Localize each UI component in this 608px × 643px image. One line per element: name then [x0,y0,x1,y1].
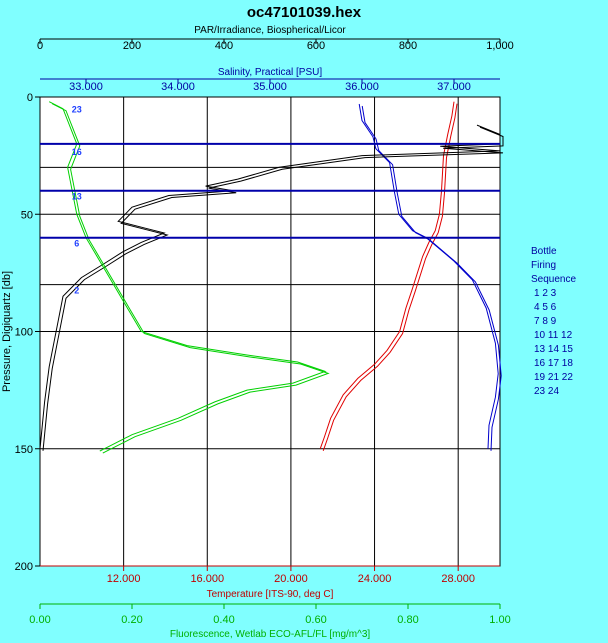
legend-row: 13 14 15 [534,344,573,355]
temperature-tick-label: 16.000 [190,573,224,585]
chart-title: oc47101039.hex [247,4,362,21]
legend-row: 23 24 [534,386,559,397]
temperature-tick-label: 28.000 [441,573,475,585]
legend-row: 10 11 12 [534,330,573,341]
bottle-mark: 13 [72,191,82,201]
par-tick-label: 400 [215,40,233,52]
legend-title-line: Bottle [531,246,557,257]
fluorescence-axis-label: Fluorescence, Wetlab ECO-AFL/FL [mg/m^3] [170,629,371,640]
legend-title-line: Firing [531,260,556,271]
salinity-tick-label: 34.000 [161,81,195,93]
fluorescence-tick-label: 0.80 [397,614,418,626]
salinity-tick-label: 33.000 [69,81,103,93]
y-tick-label: 0 [27,92,33,104]
bottle-mark: 2 [74,285,79,295]
temperature-axis-label: Temperature [ITS-90, deg C] [207,589,334,600]
salinity-profile-upcast [361,105,502,451]
par-tick-label: 200 [123,40,141,52]
bottle-mark: 16 [72,147,82,157]
y-tick-label: 150 [15,444,33,456]
legend-row: 19 21 22 [534,372,573,383]
y-tick-label: 200 [15,561,33,573]
salinity-tick-label: 35.000 [253,81,287,93]
salinity-axis-label: Salinity, Practical [PSU] [218,67,323,78]
par-tick-label: 0 [37,40,43,52]
par-axis-label: PAR/Irradiance, Biospherical/Licor [194,25,346,36]
temperature-profile [319,101,455,449]
fluorescence-tick-label: 1.00 [489,614,510,626]
bottle-mark: 6 [74,238,79,248]
legend-row: 7 8 9 [534,316,557,327]
y-tick-label: 50 [21,209,33,221]
fluorescence-profile [48,101,327,452]
temperature-tick-label: 12.000 [107,573,141,585]
salinity-tick-label: 37.000 [437,81,471,93]
legend-row: 1 2 3 [534,288,557,299]
temperature-tick-label: 24.000 [358,573,392,585]
y-tick-label: 100 [15,327,33,339]
fluorescence-tick-label: 0.40 [213,614,234,626]
y-axis-label: Pressure, Digiquartz [db] [1,271,13,392]
temperature-tick-label: 20.000 [274,573,308,585]
fluorescence-tick-label: 0.20 [121,614,142,626]
fluorescence-profile-upcast [51,103,330,454]
par-tick-label: 600 [307,40,325,52]
temperature-profile-upcast [322,103,458,451]
par-tick-label: 1,000 [486,40,514,52]
par-tick-label: 800 [399,40,417,52]
legend-row: 16 17 18 [534,358,573,369]
fluorescence-tick-label: 0.60 [305,614,326,626]
salinity-tick-label: 36.000 [345,81,379,93]
fluorescence-tick-label: 0.00 [29,614,50,626]
par-profile-upcast [42,126,504,451]
legend-title-line: Sequence [531,274,576,285]
legend-row: 4 5 6 [534,302,557,313]
bottle-mark: 23 [72,105,82,115]
par-profile [39,124,501,449]
